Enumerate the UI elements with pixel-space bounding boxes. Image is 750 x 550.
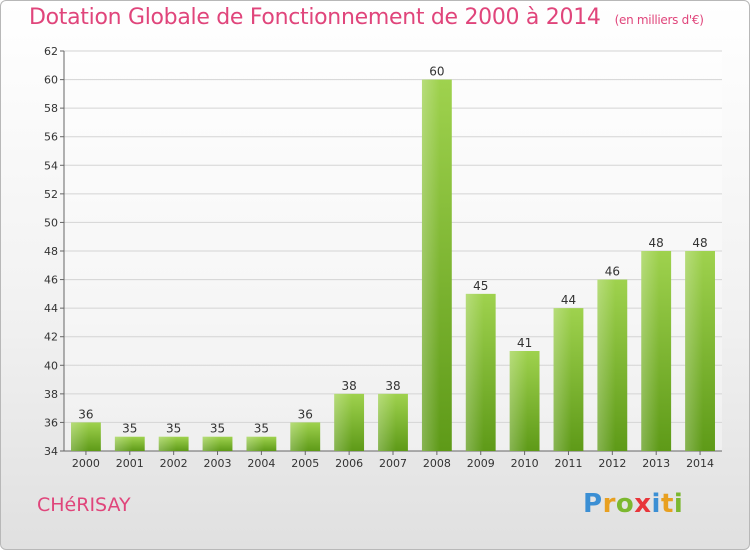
bar-highlight bbox=[158, 436, 189, 451]
y-tick-label: 54 bbox=[44, 159, 58, 172]
bar-value-label: 35 bbox=[254, 422, 269, 436]
logo-letter: o bbox=[615, 489, 635, 519]
x-tick-label: 2007 bbox=[379, 457, 407, 470]
bar-highlight bbox=[685, 251, 715, 451]
logo-letter: t bbox=[660, 489, 674, 519]
logo-letter: x bbox=[634, 489, 652, 519]
chart-title: Dotation Globale de Fonctionnement de 20… bbox=[29, 5, 704, 30]
x-tick-label: 2008 bbox=[423, 457, 451, 470]
bar-value-label: 36 bbox=[298, 407, 313, 421]
logo-letter: i bbox=[673, 489, 684, 519]
bar-value-label: 38 bbox=[341, 379, 356, 393]
bar-value-label: 35 bbox=[166, 422, 181, 436]
bar-highlight bbox=[509, 351, 540, 451]
bar-highlight bbox=[553, 308, 584, 451]
x-tick-label: 2010 bbox=[511, 457, 539, 470]
x-tick-label: 2004 bbox=[247, 457, 275, 470]
y-tick-label: 34 bbox=[44, 445, 58, 458]
y-tick-label: 44 bbox=[44, 302, 58, 315]
y-tick-label: 46 bbox=[44, 274, 58, 287]
bar-highlight bbox=[334, 393, 365, 451]
bar-highlight bbox=[290, 422, 321, 451]
logo-letter: r bbox=[602, 489, 616, 519]
x-tick-label: 2005 bbox=[291, 457, 319, 470]
y-tick-label: 40 bbox=[44, 359, 58, 372]
commune-name: CHéRISAY bbox=[37, 494, 131, 516]
logo-letter: i bbox=[651, 489, 661, 519]
bar-value-label: 60 bbox=[429, 65, 444, 79]
bar-value-label: 48 bbox=[649, 236, 664, 250]
x-tick-label: 2006 bbox=[335, 457, 363, 470]
x-tick-label: 2013 bbox=[642, 457, 670, 470]
chart-subtitle: (en milliers d'€) bbox=[614, 13, 704, 27]
bar-highlight bbox=[114, 436, 145, 451]
bar-value-label: 45 bbox=[473, 279, 488, 293]
x-tick-label: 2009 bbox=[467, 457, 495, 470]
bar-highlight bbox=[202, 436, 233, 451]
bar-value-label: 36 bbox=[78, 407, 93, 421]
bar-highlight bbox=[641, 251, 672, 451]
bar-highlight bbox=[378, 393, 408, 451]
bar-value-label: 41 bbox=[517, 336, 532, 350]
y-tick-label: 56 bbox=[44, 131, 58, 144]
y-tick-label: 60 bbox=[44, 74, 58, 87]
x-tick-label: 2012 bbox=[598, 457, 626, 470]
proxiti-logo: Proxiti bbox=[583, 489, 683, 519]
y-tick-label: 36 bbox=[44, 416, 58, 429]
x-tick-label: 2003 bbox=[204, 457, 232, 470]
bar-value-label: 38 bbox=[385, 379, 400, 393]
bar-highlight bbox=[421, 79, 452, 452]
y-tick-label: 62 bbox=[44, 45, 58, 58]
y-tick-label: 50 bbox=[44, 216, 58, 229]
logo-letter: P bbox=[583, 489, 603, 519]
bar-highlight bbox=[246, 436, 277, 451]
y-tick-label: 42 bbox=[44, 331, 58, 344]
x-tick-label: 2014 bbox=[686, 457, 714, 470]
y-tick-label: 52 bbox=[44, 188, 58, 201]
x-tick-label: 2002 bbox=[160, 457, 188, 470]
y-tick-label: 48 bbox=[44, 245, 58, 258]
y-tick-label: 38 bbox=[44, 388, 58, 401]
x-tick-label: 2001 bbox=[116, 457, 144, 470]
bar-value-label: 46 bbox=[605, 265, 620, 279]
bar-highlight bbox=[71, 422, 101, 451]
bar-value-label: 48 bbox=[692, 236, 707, 250]
y-tick-label: 58 bbox=[44, 102, 58, 115]
bar-value-label: 35 bbox=[122, 422, 137, 436]
x-tick-label: 2000 bbox=[72, 457, 100, 470]
x-tick-label: 2011 bbox=[554, 457, 582, 470]
bar-highlight bbox=[597, 279, 628, 451]
bar-highlight bbox=[465, 293, 496, 451]
bar-value-label: 44 bbox=[561, 293, 576, 307]
bar-value-label: 35 bbox=[210, 422, 225, 436]
